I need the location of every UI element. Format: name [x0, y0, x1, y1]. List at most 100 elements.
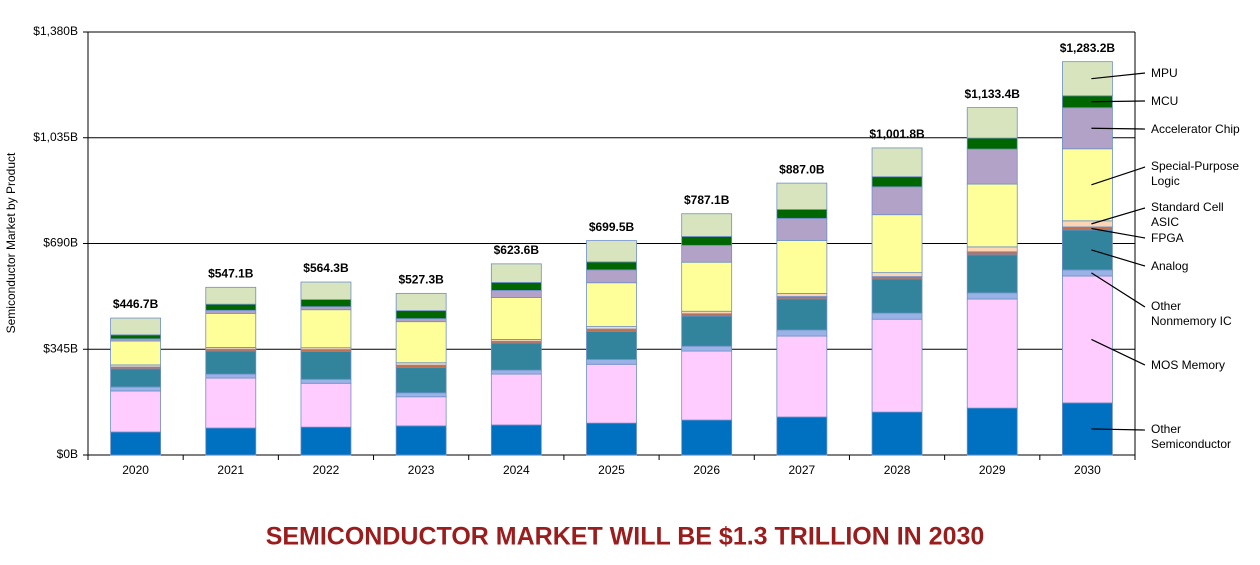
x-tick-label: 2026 [693, 463, 720, 477]
bar-segment [300, 309, 352, 349]
x-tick-label: 2020 [122, 463, 149, 477]
bar-segment [490, 373, 542, 426]
leader-line [1091, 249, 1146, 267]
bar-segment [110, 386, 161, 392]
bar-segment [110, 368, 161, 388]
bar-segment [205, 312, 257, 348]
total-label: $547.1B [208, 266, 254, 280]
x-tick-label: 2029 [979, 463, 1006, 477]
x-tick-label: 2022 [313, 463, 340, 477]
bar-segment [395, 310, 447, 319]
y-tick-label: $0B [57, 447, 78, 461]
bar-segment [300, 306, 352, 311]
bar-segment [966, 407, 1018, 456]
leader-line [1091, 207, 1146, 225]
total-label: $623.6B [494, 243, 540, 257]
bar-segment [966, 254, 1018, 294]
bar-segment [871, 278, 923, 314]
bar-segment [966, 298, 1018, 409]
legend-label: MPU [1151, 65, 1178, 80]
bar-segment [966, 292, 1018, 300]
bar-segment [490, 342, 542, 371]
total-label: $564.3B [303, 261, 349, 275]
bar-segment [1062, 226, 1113, 231]
bar-segment [966, 137, 1018, 150]
bar-segment [871, 214, 923, 274]
legend-label: MOS Memory [1151, 357, 1226, 372]
bar-segment [205, 303, 257, 311]
bar-segment [966, 107, 1018, 139]
bar-segment [966, 246, 1018, 253]
y-tick-label: $1,035B [33, 130, 78, 144]
bar-segment [586, 358, 637, 365]
x-tick-label: 2025 [598, 463, 625, 477]
chart-title: SEMICONDUCTOR MARKET WILL BE $1.3 TRILLI… [266, 523, 985, 551]
bar-segment [966, 251, 1018, 256]
x-tick-label: 2030 [1074, 463, 1101, 477]
bar-segment [300, 299, 352, 308]
leader-line [1091, 338, 1146, 366]
bar-segment [1062, 269, 1113, 277]
bar-segment [586, 269, 637, 284]
bar-segment [110, 431, 161, 456]
bar-segment [586, 363, 637, 424]
bar-segment [395, 392, 447, 398]
bar-segment [586, 331, 637, 360]
bar-segment [1062, 220, 1113, 228]
bar-segment [205, 309, 257, 314]
total-label: $446.7B [113, 297, 159, 311]
total-label: $527.3B [398, 273, 444, 287]
bar-segment [776, 293, 828, 297]
bar-segment [490, 297, 542, 340]
bar-segment [490, 263, 542, 283]
bar-segment [110, 334, 161, 340]
leader-line [1091, 428, 1146, 431]
bar-segment [490, 424, 542, 456]
bar-segment [871, 176, 923, 188]
bar-segment [681, 261, 733, 312]
bar-segment [776, 335, 828, 418]
bar-segment [205, 373, 257, 379]
bar-segment [110, 340, 161, 366]
leader-line [1091, 100, 1146, 103]
total-label: $787.1B [684, 193, 730, 207]
bar-segment [871, 411, 923, 456]
legend-label: Analog [1151, 258, 1189, 273]
legend-label: Special-Purpose Logic [1151, 159, 1240, 188]
bar-segment [300, 382, 352, 428]
bar-segment [110, 390, 161, 433]
x-tick-label: 2024 [503, 463, 530, 477]
bar-segment [300, 281, 352, 300]
leader-line [1091, 227, 1146, 239]
bar-segment [681, 345, 733, 352]
y-tick-label: $345B [43, 341, 78, 355]
x-tick-label: 2021 [217, 463, 244, 477]
bar-segment [395, 292, 447, 312]
bar-segment [490, 282, 542, 291]
bar-segment [395, 318, 447, 323]
bar-segment [586, 240, 637, 263]
bar-segment [490, 289, 542, 298]
bar-segment [205, 427, 257, 456]
bar-segment [776, 298, 828, 331]
bar-segment [300, 426, 352, 456]
total-label: $887.0B [779, 162, 825, 176]
bar-segment [776, 329, 828, 337]
bar-segment [395, 396, 447, 427]
bar-segment [776, 217, 828, 241]
legend-label: Other Semiconductor [1151, 422, 1232, 451]
bar-segment [871, 272, 923, 278]
bar-segment [395, 425, 447, 456]
bar-segment [205, 377, 257, 429]
bar-segment [776, 416, 828, 456]
total-label: $1,001.8B [869, 127, 925, 141]
x-tick-label: 2028 [884, 463, 911, 477]
bar-segment [110, 317, 161, 336]
bar-segment [776, 182, 828, 210]
leader-line [1091, 272, 1146, 308]
x-tick-label: 2023 [408, 463, 435, 477]
bar-segment [300, 350, 352, 380]
legend-label: FPGA [1151, 230, 1184, 245]
